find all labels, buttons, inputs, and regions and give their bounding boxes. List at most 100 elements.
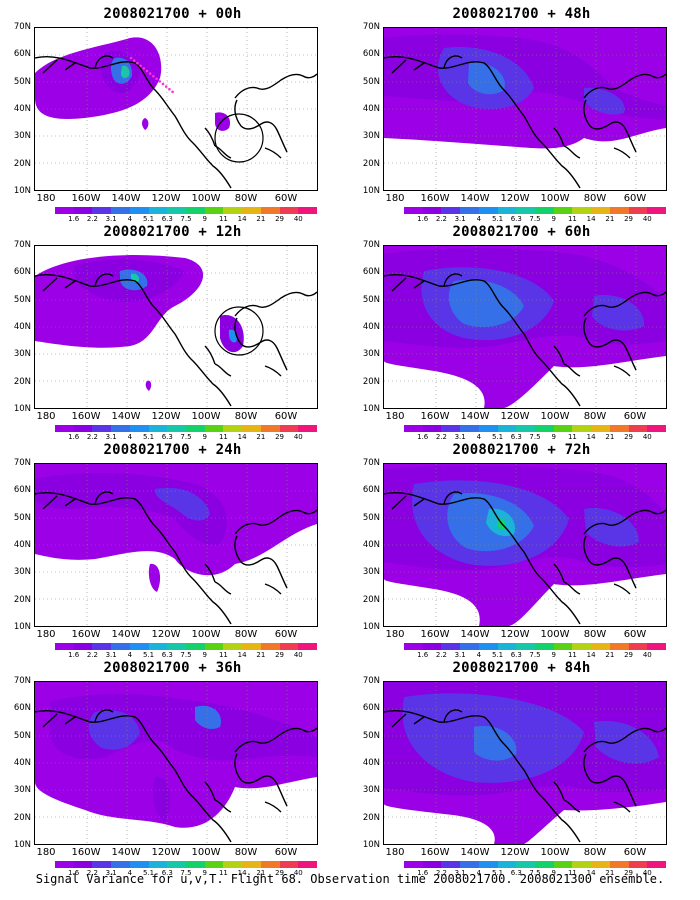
- colorbar-tick-label: 21: [605, 651, 615, 659]
- lat-tick-label: 20N: [13, 812, 31, 823]
- colorbar-tick-label: 9: [202, 433, 207, 441]
- lat-tick-label: 70N: [13, 458, 31, 468]
- colorbar-tick-label: 2.2: [435, 651, 447, 659]
- lon-tick-label: 120W: [500, 411, 530, 422]
- colorbar-tick-label: 5.1: [142, 869, 155, 877]
- colorbar-swatch: [167, 207, 187, 214]
- colorbar-swatch: [553, 207, 573, 214]
- lon-tick-label: 180: [385, 411, 405, 422]
- map-svg: [384, 28, 666, 190]
- map-plot: [34, 463, 318, 627]
- colorbar-tick-label: 11: [218, 215, 228, 223]
- colorbar-tick-label: 3.1: [105, 433, 117, 441]
- colorbar-swatch: [572, 861, 592, 868]
- colorbar-swatch: [609, 861, 629, 868]
- flight-track-point: [142, 67, 146, 70]
- colorbar-tick-label: 11: [567, 433, 577, 441]
- colorbar-tick-label: 2.2: [435, 433, 447, 441]
- colorbar-swatch: [167, 425, 187, 432]
- colorbar-swatch: [242, 643, 261, 650]
- colorbar-swatch: [111, 643, 130, 650]
- colorbar-tick-label: 7.5: [180, 433, 192, 441]
- colorbar-tick-label: 3.1: [454, 433, 466, 441]
- colorbar-swatch: [516, 861, 536, 868]
- colorbar-swatch: [628, 425, 648, 432]
- panel-84h: 2008021700 + 84h 70N 60N 50N 40N 30N 20N 10N 18…: [349, 660, 694, 878]
- colorbar-labels: 1.6 2.2 3.1 4 5.1 6.3 7.5 9 11 14 21 29 40: [55, 433, 317, 442]
- colorbar-swatch: [478, 425, 498, 432]
- colorbar-tick-label: 7.5: [180, 215, 192, 223]
- colorbar-tick-label: 40: [293, 215, 303, 223]
- lon-tick-label: 160W: [420, 847, 450, 858]
- colorbar-tick-label: 29: [624, 869, 634, 877]
- lat-tick-label: 30N: [13, 131, 31, 142]
- colorbar-swatch: [535, 207, 554, 214]
- lon-tick-label: 80W: [234, 847, 258, 858]
- colorbar: [55, 643, 318, 650]
- lon-tick-label: 60W: [623, 629, 647, 640]
- colorbar-swatch: [111, 861, 130, 868]
- colorbar-tick-label: 5.1: [142, 433, 155, 441]
- colorbar-swatch: [167, 861, 187, 868]
- colorbar-swatch: [279, 425, 299, 432]
- lon-tick-label: 160W: [71, 193, 101, 204]
- colorbar-swatch: [647, 425, 667, 432]
- flight-track-point: [139, 64, 142, 68]
- colorbar-swatch: [628, 861, 648, 868]
- variance-contour: [468, 62, 505, 95]
- colorbar-tick-label: 21: [256, 651, 266, 659]
- colorbar-swatch: [260, 643, 280, 650]
- colorbar-swatch: [186, 861, 205, 868]
- colorbar-swatch: [460, 643, 479, 650]
- colorbar-tick-label: 6.3: [510, 215, 522, 223]
- variance-contour: [35, 37, 162, 119]
- lat-tick-label: 40N: [362, 540, 380, 550]
- lon-tick-label: 80W: [234, 629, 258, 640]
- lon-tick-label: 160W: [420, 629, 450, 640]
- colorbar-swatch: [591, 643, 610, 650]
- colorbar-swatch: [516, 643, 536, 650]
- colorbar-tick-label: 1.6: [417, 433, 429, 441]
- variance-contour: [35, 507, 54, 529]
- colorbar-swatch: [92, 207, 112, 214]
- colorbar-tick-label: 1.6: [68, 869, 80, 877]
- colorbar-swatch: [628, 643, 648, 650]
- coastline: [384, 491, 666, 625]
- colorbar-swatch: [129, 207, 149, 214]
- map-plot: [383, 27, 667, 191]
- colorbar-tick-label: 21: [605, 869, 615, 877]
- colorbar-swatch: [535, 425, 554, 432]
- colorbar-swatch: [404, 643, 423, 650]
- coastline: [384, 273, 666, 407]
- colorbar-tick-label: 29: [275, 651, 285, 659]
- colorbar-tick-label: 1.6: [417, 215, 429, 223]
- flight-track-point: [132, 59, 136, 62]
- lon-tick-label: 140W: [460, 411, 490, 422]
- colorbar-swatch: [186, 643, 205, 650]
- lon-tick-label: 100W: [540, 847, 570, 858]
- flight-track-point: [158, 80, 162, 83]
- flight-track-point: [168, 87, 171, 91]
- flight-track-point: [145, 69, 149, 73]
- colorbar-tick-label: 9: [551, 215, 556, 223]
- colorbar-swatch: [148, 425, 168, 432]
- colorbar-swatch: [298, 643, 318, 650]
- colorbar-swatch: [478, 207, 498, 214]
- panel-title: 2008021700 + 60h: [452, 224, 591, 240]
- colorbar-tick-label: 11: [218, 651, 228, 659]
- colorbar-tick-label: 5.1: [491, 869, 504, 877]
- lat-tick-label: 50N: [362, 512, 380, 523]
- lat-tick-label: 30N: [362, 785, 380, 796]
- colorbar-swatch: [55, 643, 74, 650]
- lon-tick-label: 120W: [500, 847, 530, 858]
- panel-00h: 2008021700 + 00h 70N 60N 50N 40N 30N 20N 10N 18…: [0, 6, 345, 224]
- colorbar-tick-label: 14: [237, 651, 247, 659]
- lon-tick-label: 180: [36, 193, 56, 204]
- colorbar-tick-label: 5.1: [491, 433, 504, 441]
- map-svg: [35, 464, 317, 626]
- lat-tick-label: 40N: [362, 104, 380, 114]
- lat-tick-label: 30N: [362, 567, 380, 578]
- colorbar: [404, 643, 667, 650]
- lat-tick-label: 60N: [13, 267, 31, 278]
- variance-contour: [584, 87, 625, 115]
